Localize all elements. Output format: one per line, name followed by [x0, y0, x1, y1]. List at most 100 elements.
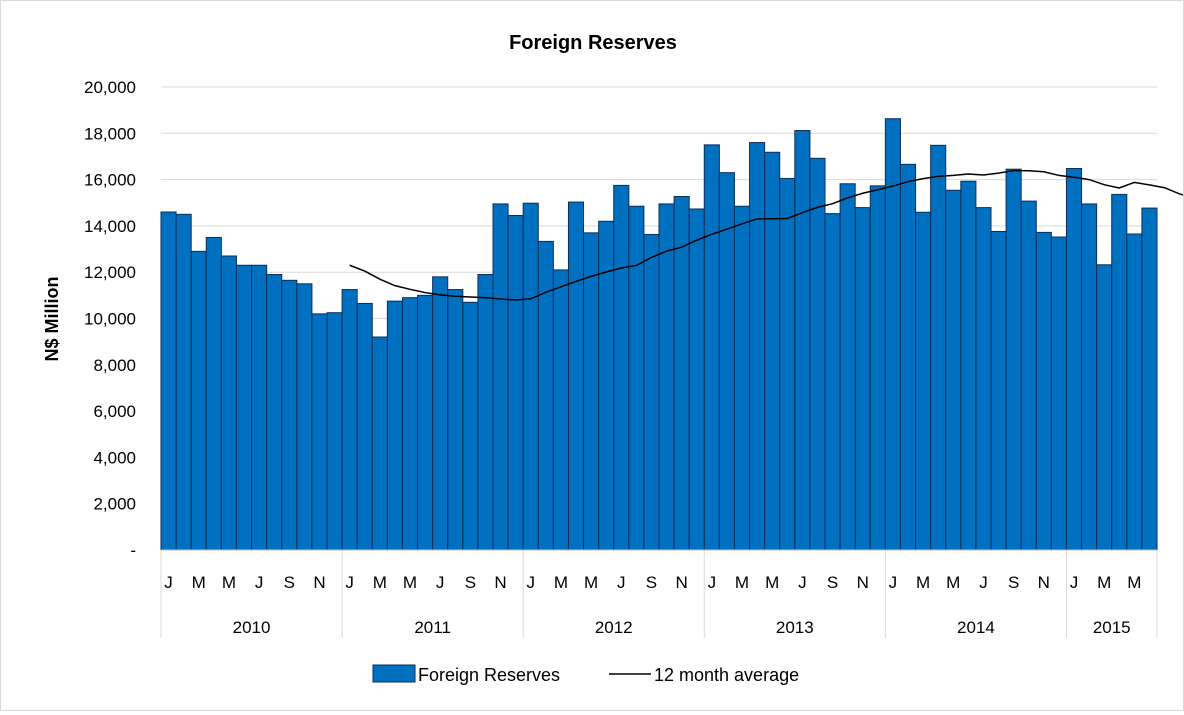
bar [688, 208, 705, 551]
bar [779, 177, 796, 551]
bar [824, 213, 841, 551]
bar [1020, 200, 1037, 551]
legend-label-12-month-average: 12 month average [654, 665, 799, 685]
bar [432, 276, 449, 551]
month-tick-label: J [708, 573, 717, 592]
month-tick-label: M [916, 573, 930, 592]
bar [899, 163, 917, 551]
bar [809, 157, 826, 551]
month-tick-label: N [1038, 573, 1050, 592]
bar [296, 283, 313, 551]
bar [341, 289, 358, 551]
bar [915, 211, 932, 551]
bar [1126, 233, 1143, 551]
bar [869, 185, 886, 551]
y-tick-label: 14,000 [84, 217, 136, 236]
bar [311, 313, 328, 551]
year-label: 2010 [233, 618, 271, 637]
bar [220, 255, 237, 551]
bar [281, 279, 298, 551]
average-line [349, 169, 1184, 301]
bar [854, 207, 871, 551]
bar [251, 264, 268, 551]
month-tick-label: N [313, 573, 325, 592]
bar [190, 250, 207, 551]
bar [628, 205, 645, 551]
bar [1141, 207, 1158, 551]
month-tick-label: S [827, 573, 838, 592]
bar [522, 202, 539, 551]
y-tick-label: 6,000 [93, 402, 136, 421]
bar [1035, 231, 1052, 551]
bar [1065, 167, 1083, 551]
month-tick-label: M [403, 573, 417, 592]
bar [613, 184, 630, 551]
y-tick-label: 10,000 [84, 310, 136, 329]
y-tick-label: 20,000 [84, 78, 136, 97]
month-tick-label: M [735, 573, 749, 592]
bar [567, 201, 585, 551]
month-tick-label: N [857, 573, 869, 592]
y-tick-label: 8,000 [93, 356, 136, 375]
month-tick-label: M [946, 573, 960, 592]
year-label: 2012 [595, 618, 633, 637]
bar [1111, 193, 1128, 551]
bar [160, 211, 177, 551]
month-tick-label: S [646, 573, 657, 592]
month-tick-label: J [436, 573, 445, 592]
month-tick-label: M [1097, 573, 1111, 592]
month-tick-label: N [675, 573, 687, 592]
month-tick-label: J [255, 573, 264, 592]
bar [175, 213, 192, 551]
bar-series [160, 118, 1158, 551]
bar [386, 300, 403, 551]
bar [266, 274, 283, 551]
y-axis-ticks: - 2,000 4,000 6,000 8,000 10,000 12,000 14,000 1… [84, 78, 136, 560]
bar [235, 264, 253, 551]
chart-title: Foreign Reserves [509, 32, 677, 54]
bar [643, 233, 660, 551]
y-tick-label: 16,000 [84, 171, 136, 190]
bar [990, 230, 1007, 551]
month-tick-label: M [192, 573, 206, 592]
bar [945, 189, 962, 551]
month-tick-label: J [526, 573, 535, 592]
month-tick-label: J [889, 573, 898, 592]
month-tick-label: J [1070, 573, 1079, 592]
bar [764, 151, 781, 551]
bar [371, 336, 388, 551]
bar [930, 144, 947, 551]
bar [552, 269, 569, 551]
legend-label-foreign-reserves: Foreign Reserves [418, 665, 560, 685]
bar [462, 301, 479, 551]
month-tick-label: S [284, 573, 295, 592]
bar [839, 183, 856, 551]
month-tick-label: S [1008, 573, 1019, 592]
y-tick-label: 2,000 [93, 495, 136, 514]
month-tick-label: J [979, 573, 988, 592]
month-tick-label: M [584, 573, 598, 592]
y-tick-label: 4,000 [93, 448, 136, 467]
bar [507, 214, 524, 551]
year-label: 2013 [776, 618, 814, 637]
y-axis-label: N$ Million [42, 277, 62, 362]
bar [537, 240, 554, 551]
bar [884, 118, 901, 551]
bar [401, 297, 419, 551]
bar [673, 195, 690, 551]
year-label: 2011 [414, 618, 451, 637]
month-tick-label: N [494, 573, 506, 592]
bar [794, 130, 811, 551]
month-tick-label: J [345, 573, 354, 592]
month-tick-label: S [465, 573, 476, 592]
bar [326, 312, 343, 551]
bar [703, 144, 720, 551]
legend-swatch-foreign-reserves [372, 664, 416, 683]
month-tick-label: J [617, 573, 626, 592]
month-tick-label: M [1127, 573, 1141, 592]
bar [205, 236, 222, 551]
bar [1050, 236, 1067, 551]
year-label: 2015 [1093, 618, 1131, 637]
